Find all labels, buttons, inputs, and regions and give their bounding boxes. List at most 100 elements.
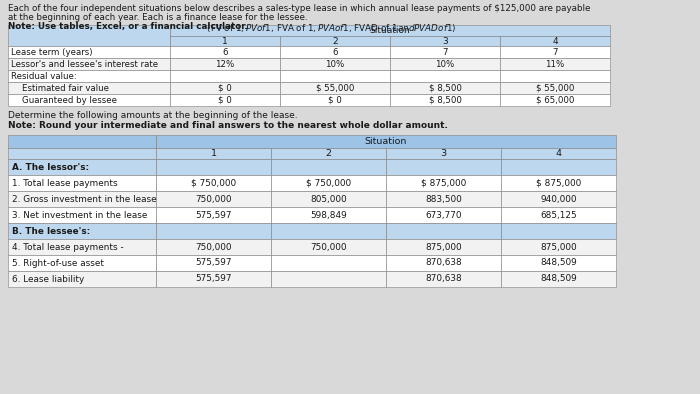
Text: $ 55,000: $ 55,000 <box>316 84 354 93</box>
Bar <box>501 223 616 239</box>
Text: 848,509: 848,509 <box>540 275 577 284</box>
Text: 673,770: 673,770 <box>426 210 462 219</box>
Bar <box>280 36 390 46</box>
Bar <box>500 36 610 46</box>
Text: $ 750,000: $ 750,000 <box>306 178 351 188</box>
Bar <box>501 255 616 271</box>
Text: 875,000: 875,000 <box>540 242 577 251</box>
Bar <box>500 70 610 82</box>
Bar <box>386 239 501 255</box>
Text: 2: 2 <box>326 149 332 158</box>
Text: 3: 3 <box>440 149 447 158</box>
Bar <box>386 148 501 159</box>
Text: 575,597: 575,597 <box>195 258 232 268</box>
Text: Guaranteed by lessee: Guaranteed by lessee <box>22 95 117 104</box>
Bar <box>156 239 271 255</box>
Bar <box>8 46 170 58</box>
Bar <box>390 70 500 82</box>
Text: 875,000: 875,000 <box>425 242 462 251</box>
Bar <box>280 58 390 70</box>
Bar <box>271 239 386 255</box>
Text: 1: 1 <box>211 149 216 158</box>
Text: 575,597: 575,597 <box>195 275 232 284</box>
Text: $ 0: $ 0 <box>218 95 232 104</box>
Bar <box>386 175 501 191</box>
Text: $ 65,000: $ 65,000 <box>536 95 574 104</box>
Text: 12%: 12% <box>216 59 234 69</box>
Bar <box>8 239 156 255</box>
Text: 6: 6 <box>332 48 337 56</box>
Bar <box>8 159 156 175</box>
Bar <box>8 148 156 159</box>
Bar <box>390 94 500 106</box>
Text: Estimated fair value: Estimated fair value <box>22 84 109 93</box>
Text: 848,509: 848,509 <box>540 258 577 268</box>
Text: $ 0: $ 0 <box>328 95 342 104</box>
Bar <box>386 271 501 287</box>
Bar <box>8 94 170 106</box>
Bar <box>156 148 271 159</box>
Text: 5. Right-of-use asset: 5. Right-of-use asset <box>12 258 104 268</box>
Text: Situation: Situation <box>365 137 407 146</box>
Bar <box>8 191 156 207</box>
Text: 4. Total lease payments -: 4. Total lease payments - <box>12 242 124 251</box>
Bar <box>501 207 616 223</box>
Bar <box>170 36 280 46</box>
Text: 750,000: 750,000 <box>195 242 232 251</box>
Bar <box>271 223 386 239</box>
Bar <box>390 36 500 46</box>
Text: 4: 4 <box>556 149 561 158</box>
Text: 2: 2 <box>332 37 338 45</box>
Bar <box>8 70 170 82</box>
Text: 870,638: 870,638 <box>425 258 462 268</box>
Bar <box>8 135 156 148</box>
Text: $ 875,000: $ 875,000 <box>536 178 581 188</box>
Bar <box>156 223 271 239</box>
Bar <box>501 159 616 175</box>
Text: $ 750,000: $ 750,000 <box>191 178 236 188</box>
Text: 3: 3 <box>442 37 448 45</box>
Bar <box>156 159 271 175</box>
Bar <box>386 223 501 239</box>
Bar <box>271 271 386 287</box>
Text: 598,849: 598,849 <box>310 210 347 219</box>
Text: 10%: 10% <box>435 59 454 69</box>
Text: A. The lessor's:: A. The lessor's: <box>12 162 89 171</box>
Bar <box>501 239 616 255</box>
Text: 10%: 10% <box>326 59 344 69</box>
Bar <box>501 175 616 191</box>
Bar <box>156 255 271 271</box>
Bar <box>390 58 500 70</box>
Text: Residual value:: Residual value: <box>11 71 77 80</box>
Text: Situation: Situation <box>370 26 410 35</box>
Text: B. The lessee's:: B. The lessee's: <box>12 227 90 236</box>
Bar <box>500 58 610 70</box>
Bar <box>156 271 271 287</box>
Bar <box>386 191 501 207</box>
Text: $ 8,500: $ 8,500 <box>428 95 461 104</box>
Bar <box>156 135 616 148</box>
Text: Note: Use tables, Excel, or a financial calculator.: Note: Use tables, Excel, or a financial … <box>8 22 248 31</box>
Bar <box>8 58 170 70</box>
Bar <box>8 223 156 239</box>
Bar <box>8 207 156 223</box>
Text: 685,125: 685,125 <box>540 210 577 219</box>
Text: 575,597: 575,597 <box>195 210 232 219</box>
Text: Lessor's and lessee's interest rate: Lessor's and lessee's interest rate <box>11 59 158 69</box>
Text: 1: 1 <box>222 37 228 45</box>
Bar <box>500 94 610 106</box>
Text: Lease term (years): Lease term (years) <box>11 48 92 56</box>
Bar <box>156 207 271 223</box>
Text: 11%: 11% <box>545 59 565 69</box>
Bar <box>280 94 390 106</box>
Text: $ 8,500: $ 8,500 <box>428 84 461 93</box>
Text: 6: 6 <box>223 48 228 56</box>
Bar <box>386 207 501 223</box>
Text: 2. Gross investment in the lease: 2. Gross investment in the lease <box>12 195 157 203</box>
Bar <box>501 271 616 287</box>
Text: Note: Round your intermediate and final answers to the nearest whole dollar amou: Note: Round your intermediate and final … <box>8 121 448 130</box>
Bar <box>501 191 616 207</box>
Text: 7: 7 <box>442 48 448 56</box>
Bar <box>8 25 170 46</box>
Bar <box>170 25 610 36</box>
